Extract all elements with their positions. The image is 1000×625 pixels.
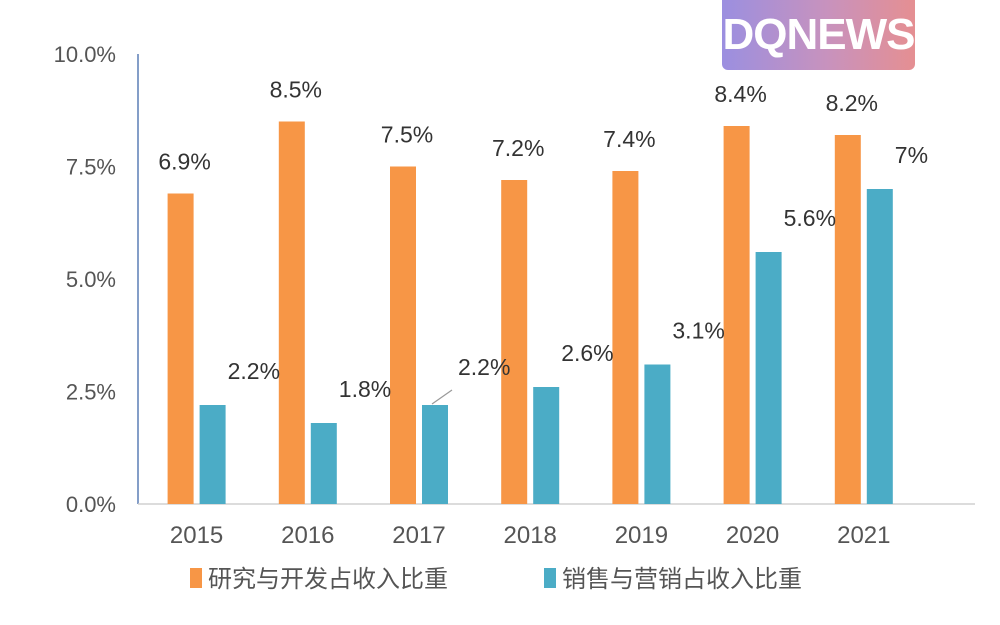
x-tick-label: 2020 xyxy=(726,522,779,549)
y-tick-label: 0.0% xyxy=(66,492,116,517)
data-label-rd-2017: 7.5% xyxy=(381,122,433,148)
bar-sales-2015 xyxy=(199,405,226,504)
data-labels: 6.9% 2.2% 8.5% 1.8% 7.5% 2.2% 7.2% 2.6% 7.4% 3.1%… xyxy=(158,77,928,403)
legend-swatch-sales xyxy=(544,568,556,588)
y-tick-label: 5.0% xyxy=(66,267,116,292)
bar-rd-2021 xyxy=(834,135,861,504)
bar-sales-2020 xyxy=(755,252,782,504)
bar-rd-2017 xyxy=(390,166,416,504)
bar-rd-2019 xyxy=(612,171,639,504)
bar-rd-2015 xyxy=(167,193,194,504)
x-tick-label: 2018 xyxy=(504,522,557,549)
bar-sales-2018 xyxy=(533,387,560,504)
x-tick-label: 2015 xyxy=(170,522,223,549)
data-label-sales-2020: 5.6% xyxy=(784,205,836,231)
data-label-rd-2019: 7.4% xyxy=(603,126,655,152)
bar-sales-2017 xyxy=(422,405,448,504)
x-tick-labels: 2015 2016 2017 2018 2019 2020 2021 xyxy=(170,522,891,549)
x-tick-label: 2019 xyxy=(615,522,668,549)
x-tick-label: 2016 xyxy=(281,522,334,549)
legend-label-sales: 销售与营销占收入比重 xyxy=(562,565,802,593)
bar-sales-2021 xyxy=(866,189,893,504)
bars xyxy=(167,121,893,504)
x-tick-label: 2017 xyxy=(392,522,445,549)
y-tick-label: 7.5% xyxy=(66,155,116,180)
data-label-rd-2015: 6.9% xyxy=(158,149,210,175)
data-label-rd-2018: 7.2% xyxy=(492,135,544,161)
bar-rd-2016 xyxy=(278,121,305,504)
bar-rd-2020 xyxy=(723,126,750,504)
data-label-rd-2021: 8.2% xyxy=(826,90,878,116)
legend: 研究与开发占收入比重 销售与营销占收入比重 xyxy=(190,565,802,593)
x-tick-label: 2021 xyxy=(837,522,890,549)
data-label-sales-2018: 2.6% xyxy=(561,340,613,366)
data-label-sales-2021: 7% xyxy=(895,142,928,168)
data-label-sales-2016: 1.8% xyxy=(339,376,391,402)
bar-sales-2016 xyxy=(310,423,337,504)
dqnews-logo: DQNEWS xyxy=(722,0,916,70)
data-label-rd-2020: 8.4% xyxy=(714,81,766,107)
y-tick-label: 2.5% xyxy=(66,380,116,405)
data-label-sales-2015: 2.2% xyxy=(228,358,280,384)
logo-text: DQNEWS xyxy=(722,10,916,59)
y-tick-labels: 0.0% 2.5% 5.0% 7.5% 10.0% xyxy=(54,42,116,517)
data-label-sales-2017: 2.2% xyxy=(458,354,510,380)
y-tick-label: 10.0% xyxy=(54,42,116,67)
data-label-sales-2019: 3.1% xyxy=(672,318,724,344)
data-label-rd-2016: 8.5% xyxy=(270,77,322,103)
data-label-leader-line xyxy=(431,389,453,405)
bar-sales-2019 xyxy=(644,364,671,504)
legend-label-rd: 研究与开发占收入比重 xyxy=(208,565,448,593)
legend-swatch-rd xyxy=(190,568,202,588)
bar-rd-2018 xyxy=(501,180,528,504)
